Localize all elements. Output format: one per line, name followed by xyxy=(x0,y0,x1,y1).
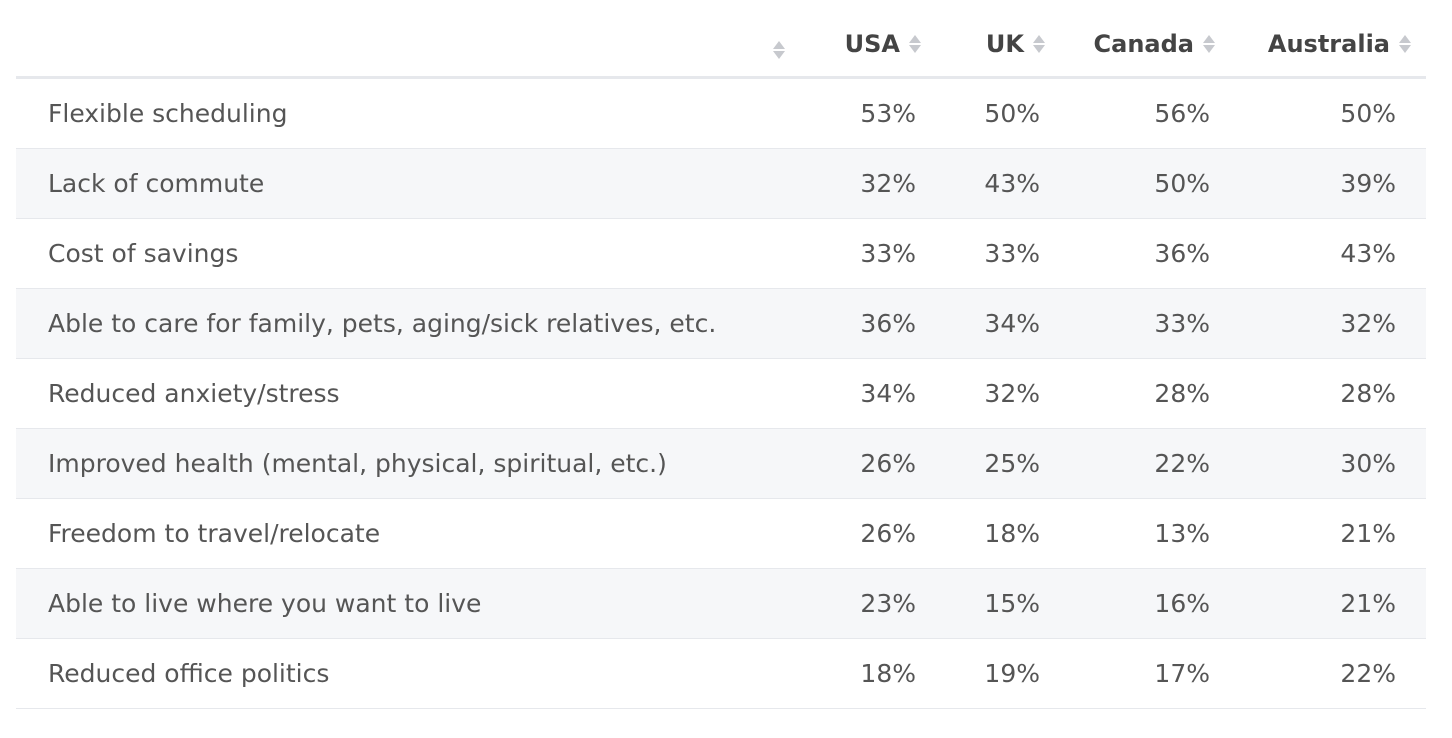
row-label: Reduced office politics xyxy=(16,638,786,709)
row-label: Freedom to travel/relocate xyxy=(16,498,786,569)
row-label: Lack of commute xyxy=(16,148,786,219)
cell-canada: 16% xyxy=(1060,568,1230,639)
table-header: USA UK Canada xyxy=(16,12,1426,79)
table-row: Reduced office politics 18% 19% 17% 22% xyxy=(16,638,1426,709)
cell-usa: 18% xyxy=(786,638,936,709)
cell-canada: 36% xyxy=(1060,218,1230,289)
cell-usa: 26% xyxy=(786,428,936,499)
cell-australia: 21% xyxy=(1230,568,1426,639)
cell-canada: 13% xyxy=(1060,498,1230,569)
table-row: Lack of commute 32% 43% 50% 39% xyxy=(16,148,1426,219)
row-label: Flexible scheduling xyxy=(16,77,786,149)
cell-canada: 22% xyxy=(1060,428,1230,499)
cell-uk: 15% xyxy=(936,568,1060,639)
row-label: Improved health (mental, physical, spiri… xyxy=(16,428,786,499)
cell-australia: 50% xyxy=(1230,77,1426,149)
column-header-usa-text: USA xyxy=(844,30,900,58)
cell-canada: 28% xyxy=(1060,358,1230,429)
cell-australia: 28% xyxy=(1230,358,1426,429)
column-header-uk-text: UK xyxy=(985,30,1024,58)
cell-usa: 36% xyxy=(786,288,936,359)
cell-canada: 56% xyxy=(1060,77,1230,149)
cell-usa: 32% xyxy=(786,148,936,219)
cell-usa: 34% xyxy=(786,358,936,429)
sort-icon[interactable] xyxy=(1398,33,1412,55)
column-header-canada[interactable]: Canada xyxy=(1060,12,1230,79)
cell-uk: 43% xyxy=(936,148,1060,219)
cell-australia: 39% xyxy=(1230,148,1426,219)
table-row: Able to care for family, pets, aging/sic… xyxy=(16,288,1426,359)
header-row: USA UK Canada xyxy=(16,12,1426,79)
cell-australia: 30% xyxy=(1230,428,1426,499)
cell-usa: 23% xyxy=(786,568,936,639)
column-header-canada-text: Canada xyxy=(1093,30,1194,58)
cell-uk: 19% xyxy=(936,638,1060,709)
cell-usa: 53% xyxy=(786,77,936,149)
table-row: Freedom to travel/relocate 26% 18% 13% 2… xyxy=(16,498,1426,569)
table-row: Able to live where you want to live 23% … xyxy=(16,568,1426,639)
column-header-usa[interactable]: USA xyxy=(786,12,936,79)
cell-uk: 32% xyxy=(936,358,1060,429)
column-header-uk[interactable]: UK xyxy=(936,12,1060,79)
table-row: Cost of savings 33% 33% 36% 43% xyxy=(16,218,1426,289)
cell-canada: 33% xyxy=(1060,288,1230,359)
column-header-australia-text: Australia xyxy=(1267,30,1390,58)
table-row: Flexible scheduling 53% 50% 56% 50% xyxy=(16,77,1426,149)
cell-uk: 18% xyxy=(936,498,1060,569)
data-table: USA UK Canada xyxy=(16,12,1426,709)
table-body: Flexible scheduling 53% 50% 56% 50% Lack… xyxy=(16,77,1426,709)
table-row: Improved health (mental, physical, spiri… xyxy=(16,428,1426,499)
column-header-label[interactable] xyxy=(16,12,786,79)
sort-icon[interactable] xyxy=(1032,33,1046,55)
sort-icon[interactable] xyxy=(772,39,786,61)
cell-australia: 21% xyxy=(1230,498,1426,569)
cell-uk: 50% xyxy=(936,77,1060,149)
row-label: Able to care for family, pets, aging/sic… xyxy=(16,288,786,359)
data-table-container: USA UK Canada xyxy=(16,12,1426,709)
cell-uk: 33% xyxy=(936,218,1060,289)
cell-australia: 22% xyxy=(1230,638,1426,709)
cell-canada: 50% xyxy=(1060,148,1230,219)
table-row: Reduced anxiety/stress 34% 32% 28% 28% xyxy=(16,358,1426,429)
sort-icon[interactable] xyxy=(908,33,922,55)
cell-usa: 33% xyxy=(786,218,936,289)
cell-uk: 34% xyxy=(936,288,1060,359)
row-label: Able to live where you want to live xyxy=(16,568,786,639)
row-label: Cost of savings xyxy=(16,218,786,289)
cell-uk: 25% xyxy=(936,428,1060,499)
row-label: Reduced anxiety/stress xyxy=(16,358,786,429)
cell-australia: 32% xyxy=(1230,288,1426,359)
column-header-australia[interactable]: Australia xyxy=(1230,12,1426,79)
cell-australia: 43% xyxy=(1230,218,1426,289)
cell-usa: 26% xyxy=(786,498,936,569)
cell-canada: 17% xyxy=(1060,638,1230,709)
sort-icon[interactable] xyxy=(1202,33,1216,55)
